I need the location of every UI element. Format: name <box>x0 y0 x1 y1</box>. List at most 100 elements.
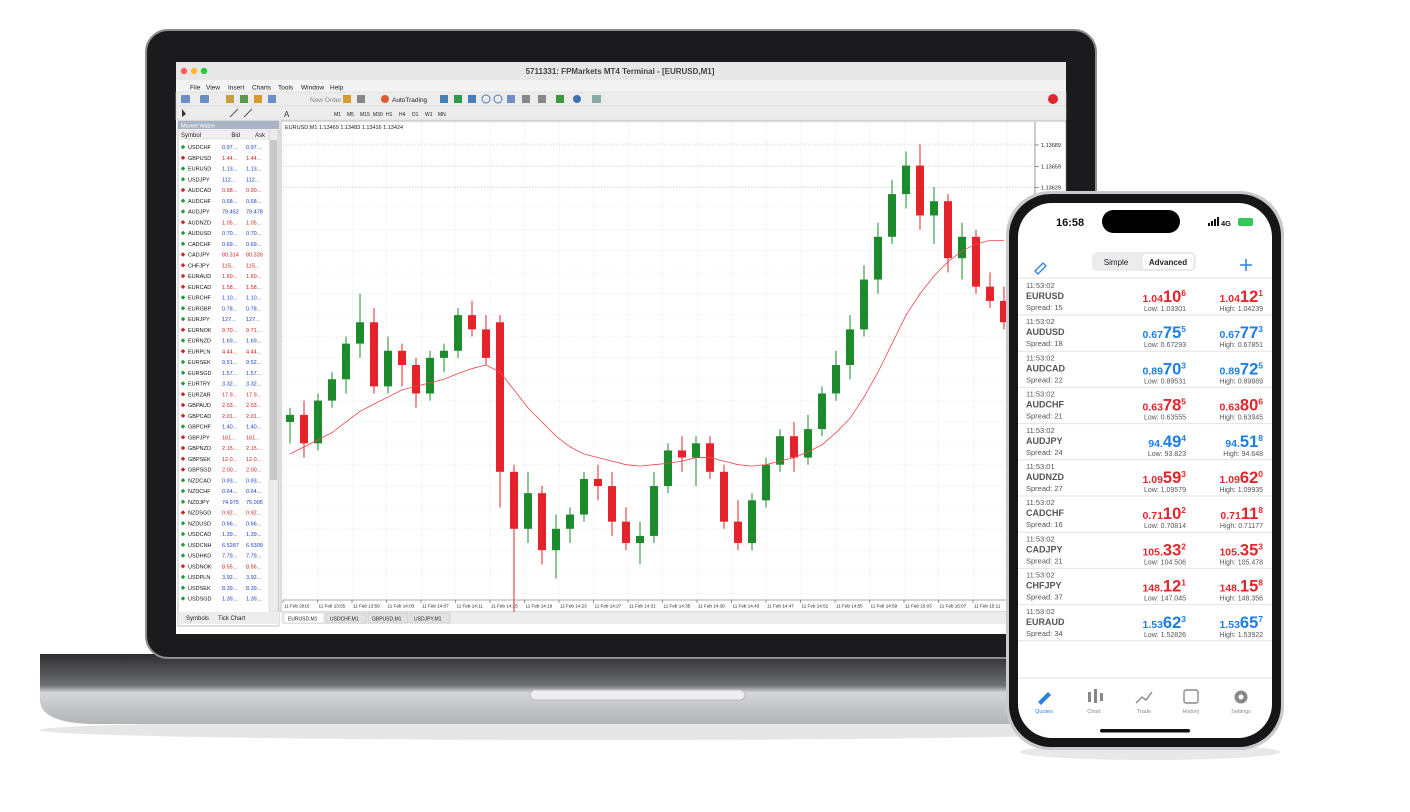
symbol[interactable]: EURZAR <box>188 392 211 398</box>
tab-label[interactable]: Settings <box>1231 709 1251 715</box>
symbol[interactable]: NZDCAD <box>188 478 211 484</box>
symbol[interactable]: EURSGD <box>188 371 212 377</box>
alert-icon[interactable] <box>1048 94 1058 104</box>
tab-symbols[interactable]: Symbols <box>186 616 209 622</box>
symbol[interactable]: AUDUSD <box>188 231 211 237</box>
chart-tab[interactable] <box>283 612 325 624</box>
symbol[interactable]: EURNOK <box>188 328 212 334</box>
symbol[interactable]: USDNOK <box>188 564 212 570</box>
icon[interactable] <box>538 95 546 103</box>
symbol[interactable]: GBPJPY <box>188 435 210 441</box>
icon[interactable] <box>507 95 515 103</box>
timeframe-button[interactable]: MN <box>438 112 446 118</box>
symbol[interactable]: GBPCHF <box>188 425 212 431</box>
timeframe-button[interactable]: M1 <box>334 112 341 118</box>
icon[interactable] <box>200 95 209 103</box>
symbol[interactable]: USDCNH <box>188 543 212 549</box>
symbol[interactable]: GBPSEK <box>188 457 211 463</box>
symbol[interactable]: AUDCHF <box>188 199 212 205</box>
segment-advanced[interactable]: Advanced <box>1149 258 1187 267</box>
menu-item[interactable]: Tools <box>278 85 294 92</box>
timeframe-button[interactable]: H1 <box>386 112 393 118</box>
icon[interactable] <box>440 95 448 103</box>
icon[interactable] <box>381 95 389 103</box>
symbol[interactable]: EURNZD <box>188 339 211 345</box>
tab-label[interactable]: Trade <box>1137 709 1151 715</box>
icon[interactable] <box>357 95 365 103</box>
symbol[interactable]: NZDJPY <box>188 500 210 506</box>
chart-icon[interactable] <box>1088 689 1103 703</box>
symbol[interactable]: GBPAUD <box>188 403 211 409</box>
symbol[interactable]: USDSGD <box>188 597 212 603</box>
chart-tab-label[interactable]: GBPUSD,M1 <box>372 617 402 623</box>
close-button[interactable] <box>180 67 188 75</box>
menu-item[interactable]: Charts <box>252 85 272 92</box>
symbol[interactable]: NZDCHF <box>188 489 211 495</box>
scrollbar-thumb[interactable] <box>270 140 277 480</box>
tab-label[interactable]: History <box>1182 709 1199 715</box>
timeframe-button[interactable]: M5 <box>347 112 354 118</box>
icon[interactable] <box>240 95 248 103</box>
symbol[interactable]: EURCAD <box>188 285 211 291</box>
autotrading-button[interactable]: AutoTrading <box>392 97 428 104</box>
history-icon[interactable] <box>1183 689 1199 704</box>
symbol[interactable]: CADJPY <box>188 253 210 259</box>
symbol[interactable]: USDPLN <box>188 575 210 581</box>
symbol[interactable]: CADCHF <box>188 242 212 248</box>
zoom-button[interactable] <box>200 67 208 75</box>
symbol[interactable]: NZDSGD <box>188 511 211 517</box>
icon[interactable] <box>556 95 564 103</box>
icon[interactable] <box>573 95 581 103</box>
tab-label[interactable]: Chart <box>1087 709 1101 715</box>
symbol[interactable]: AUDCAD <box>188 188 211 194</box>
chart-tab[interactable] <box>409 612 451 624</box>
symbol[interactable]: GBPCAD <box>188 414 211 420</box>
symbol[interactable]: EURGBP <box>188 306 212 312</box>
icon[interactable] <box>493 94 503 104</box>
chart-tab[interactable] <box>367 612 409 624</box>
segment-simple[interactable]: Simple <box>1104 258 1129 267</box>
cursor-tool[interactable] <box>182 109 186 117</box>
symbol[interactable]: USDHKD <box>188 554 211 560</box>
icon[interactable] <box>181 95 190 103</box>
menu-item[interactable]: File <box>190 85 201 92</box>
tab-label[interactable]: Quotes <box>1035 709 1053 715</box>
symbol[interactable]: GBPSGD <box>188 468 212 474</box>
quotes-icon[interactable] <box>1038 692 1051 705</box>
symbol[interactable]: EURAUD <box>188 274 211 280</box>
chart-tab-label[interactable]: EURUSD,M1 <box>288 617 318 623</box>
symbol[interactable]: AUDJPY <box>188 210 210 216</box>
icon[interactable] <box>592 95 601 103</box>
add-button[interactable] <box>1240 259 1252 271</box>
timeframe-button[interactable]: M30 <box>373 112 383 118</box>
menu-item[interactable]: Insert <box>228 85 244 92</box>
symbol[interactable]: EURCHF <box>188 296 212 302</box>
trade-icon[interactable] <box>1135 691 1153 704</box>
menu-item[interactable]: Window <box>301 85 324 92</box>
line-tool[interactable] <box>229 108 239 118</box>
symbol[interactable]: USDJPY <box>188 177 210 183</box>
icon[interactable] <box>481 94 491 104</box>
menu-item[interactable]: View <box>206 85 220 92</box>
symbol[interactable]: AUDNZD <box>188 220 211 226</box>
text-tool[interactable]: A <box>284 110 290 119</box>
symbol[interactable]: EURUSD <box>188 167 211 173</box>
chart-tab-label[interactable]: USDCHF,M1 <box>330 617 359 623</box>
icon[interactable] <box>226 95 234 103</box>
symbol[interactable]: EURJPY <box>188 317 210 323</box>
symbol[interactable]: EURTRY <box>188 382 211 388</box>
symbol[interactable]: NZDUSD <box>188 521 211 527</box>
chart-tab[interactable] <box>325 612 367 624</box>
icon[interactable] <box>254 95 262 103</box>
symbol[interactable]: GBPUSD <box>188 156 211 162</box>
icon[interactable] <box>522 95 530 103</box>
symbol[interactable]: USDSEK <box>188 586 211 592</box>
symbol[interactable]: USDCAD <box>188 532 211 538</box>
icon[interactable] <box>454 95 462 103</box>
timeframe-button[interactable]: M15 <box>360 112 370 118</box>
chart-tab-label[interactable]: USDJPY,M1 <box>414 617 442 623</box>
icon[interactable] <box>468 95 476 103</box>
menu-item[interactable]: Help <box>330 85 344 92</box>
timeframe-button[interactable]: W1 <box>425 112 433 118</box>
symbol[interactable]: EURSEK <box>188 360 211 366</box>
